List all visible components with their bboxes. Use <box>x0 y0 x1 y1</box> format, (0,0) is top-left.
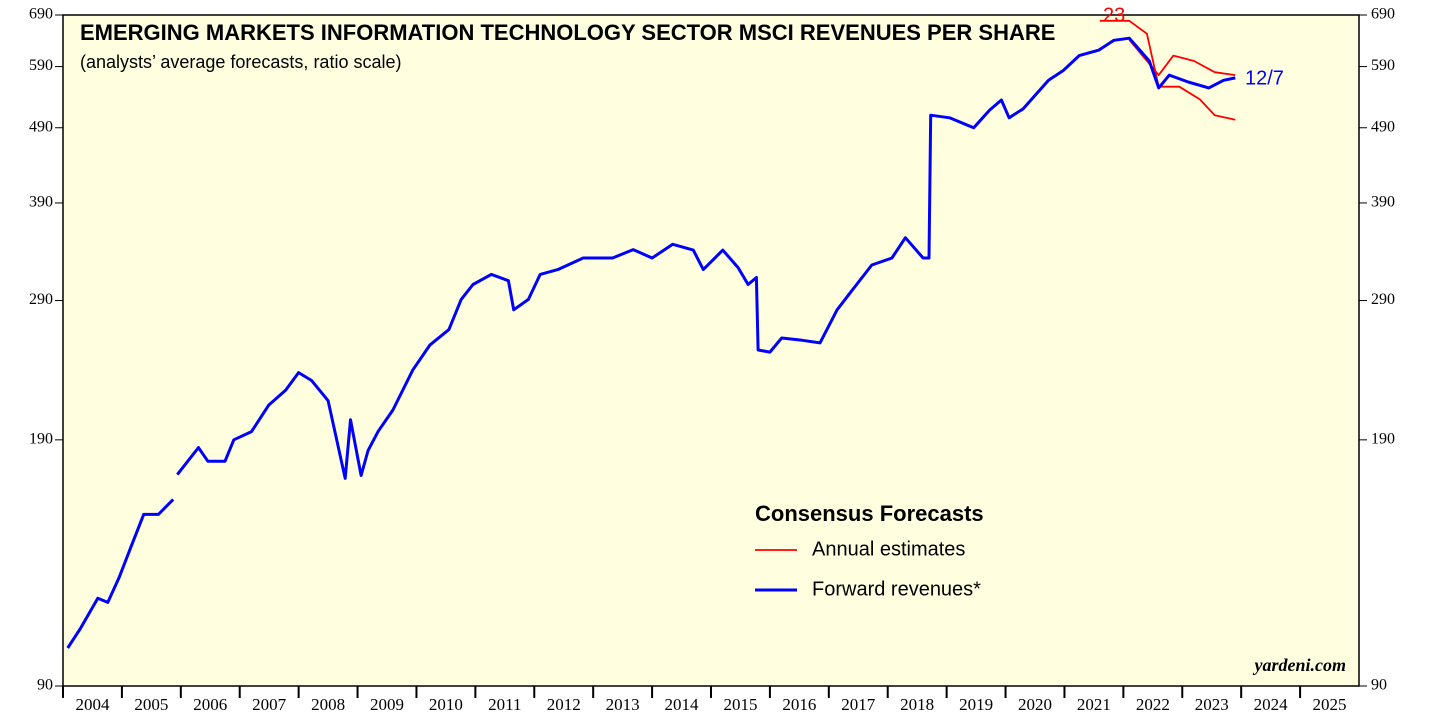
y2-tick-label: 390 <box>1371 194 1395 211</box>
x-tick-label: 2024 <box>1254 695 1289 714</box>
x-tick-label: 2021 <box>1077 695 1111 714</box>
series-line <box>1099 19 1236 121</box>
plot-area <box>62 14 1360 687</box>
x-tick-label: 2008 <box>311 695 345 714</box>
y2-tick-label: 690 <box>1371 6 1395 23</box>
y-tick-label: 190 <box>29 431 53 448</box>
x-tick-label: 2020 <box>1018 695 1052 714</box>
y2-tick-label: 290 <box>1371 291 1395 308</box>
x-tick-label: 2023 <box>1195 695 1229 714</box>
legend-label: Annual estimates <box>812 538 965 560</box>
x-tick-label: 2011 <box>488 695 521 714</box>
x-tick-label: 2022 <box>1136 695 1170 714</box>
x-tick-label: 2018 <box>900 695 934 714</box>
y2-tick-label: 590 <box>1371 57 1395 74</box>
source: yardeni.com <box>1253 655 1347 675</box>
x-tick-label: 2016 <box>782 695 816 714</box>
annotation: 12/7 <box>1245 67 1284 89</box>
series-line <box>66 36 1236 649</box>
annotation: 23 <box>1103 4 1125 26</box>
x-tick-label: 2014 <box>665 695 700 714</box>
y2-tick-label: 490 <box>1371 118 1395 135</box>
x-tick-label: 2013 <box>606 695 640 714</box>
x-tick-label: 2017 <box>841 695 876 714</box>
x-tick-label: 2009 <box>370 695 404 714</box>
x-tick-label: 2007 <box>252 695 287 714</box>
y2-tick-label: 190 <box>1371 431 1395 448</box>
x-tick-label: 2010 <box>429 695 463 714</box>
y2-tick-label: 90 <box>1371 677 1387 694</box>
x-tick-label: 2005 <box>134 695 168 714</box>
x-tick-label: 2006 <box>193 695 227 714</box>
y-tick-label: 90 <box>37 677 53 694</box>
y-tick-label: 390 <box>29 194 53 211</box>
x-tick-label: 2004 <box>75 695 110 714</box>
x-tick-label: 2025 <box>1313 695 1347 714</box>
x-tick-label: 2019 <box>959 695 993 714</box>
chart-subtitle: (analysts’ average forecasts, ratio scal… <box>80 52 401 72</box>
legend-label: Forward revenues* <box>812 578 981 600</box>
legend-title: Consensus Forecasts <box>755 501 984 526</box>
chart-title: EMERGING MARKETS INFORMATION TECHNOLOGY … <box>80 20 1055 45</box>
x-tick-label: 2015 <box>723 695 757 714</box>
y-tick-label: 490 <box>29 118 53 135</box>
y-tick-label: 590 <box>29 57 53 74</box>
x-tick-label: 2012 <box>547 695 581 714</box>
y-tick-label: 290 <box>29 291 53 308</box>
y-tick-label: 690 <box>29 6 53 23</box>
